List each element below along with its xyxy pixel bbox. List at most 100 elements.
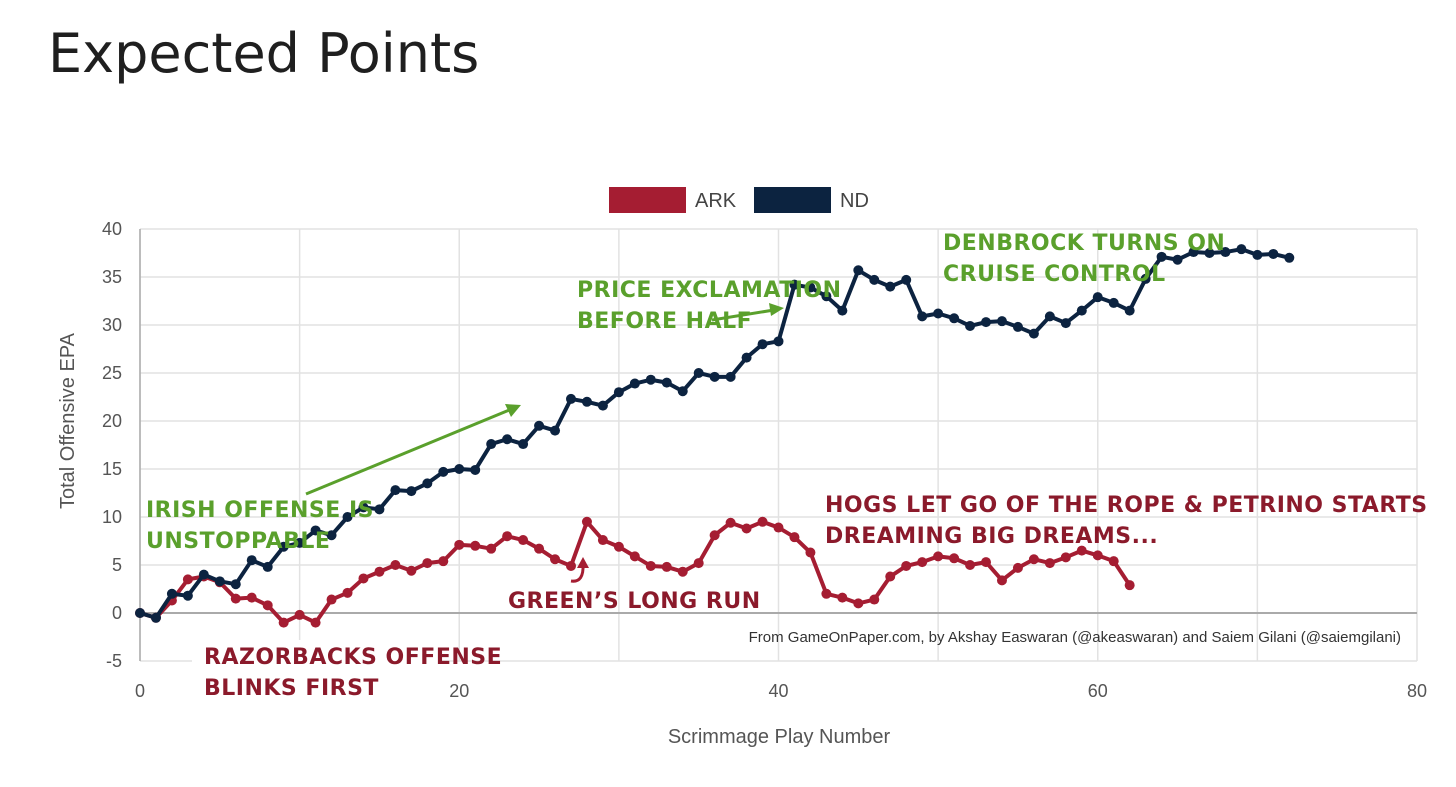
data-point-ark[interactable] [550, 554, 561, 565]
data-point-nd[interactable] [725, 371, 736, 382]
data-point-ark[interactable] [789, 532, 800, 543]
data-point-ark[interactable] [565, 560, 576, 571]
data-point-ark[interactable] [1012, 562, 1023, 573]
data-point-nd[interactable] [709, 371, 720, 382]
data-point-nd[interactable] [805, 282, 816, 293]
data-point-ark[interactable] [853, 598, 864, 609]
data-point-ark[interactable] [629, 551, 640, 562]
data-point-nd[interactable] [901, 274, 912, 285]
data-point-ark[interactable] [1092, 550, 1103, 561]
data-point-nd[interactable] [438, 466, 449, 477]
data-point-nd[interactable] [1156, 251, 1167, 262]
data-point-ark[interactable] [310, 617, 321, 628]
data-point-ark[interactable] [965, 560, 976, 570]
data-point-ark[interactable] [1076, 545, 1087, 556]
data-point-nd[interactable] [661, 377, 672, 388]
data-point-nd[interactable] [581, 396, 592, 407]
data-point-ark[interactable] [358, 573, 369, 584]
legend-label-ark[interactable]: ARK [695, 190, 737, 212]
data-point-nd[interactable] [565, 393, 576, 404]
data-point-nd[interactable] [629, 378, 640, 389]
data-point-nd[interactable] [1284, 252, 1295, 263]
data-point-ark[interactable] [1108, 556, 1119, 567]
data-point-nd[interactable] [246, 555, 257, 566]
data-point-ark[interactable] [454, 539, 465, 550]
data-point-ark[interactable] [597, 535, 608, 546]
data-point-nd[interactable] [166, 588, 177, 599]
data-point-ark[interactable] [262, 600, 273, 611]
data-point-nd[interactable] [933, 308, 944, 319]
data-point-ark[interactable] [677, 566, 688, 577]
data-point-nd[interactable] [1204, 248, 1215, 258]
legend-swatch-nd[interactable] [754, 187, 831, 213]
data-point-nd[interactable] [454, 464, 465, 474]
data-point-nd[interactable] [198, 569, 209, 580]
data-point-nd[interactable] [214, 576, 225, 587]
data-point-ark[interactable] [1028, 554, 1039, 565]
data-point-nd[interactable] [1124, 305, 1135, 316]
data-point-ark[interactable] [757, 516, 768, 527]
data-point-ark[interactable] [230, 593, 241, 604]
data-point-nd[interactable] [1060, 318, 1071, 329]
data-point-nd[interactable] [693, 368, 704, 378]
data-point-nd[interactable] [773, 336, 784, 347]
data-point-nd[interactable] [374, 504, 385, 515]
data-point-nd[interactable] [1012, 321, 1023, 332]
data-point-nd[interactable] [1220, 247, 1231, 258]
data-point-ark[interactable] [837, 592, 848, 603]
legend-swatch-ark[interactable] [609, 187, 686, 213]
data-point-ark[interactable] [502, 531, 513, 542]
data-point-nd[interactable] [262, 561, 273, 572]
data-point-nd[interactable] [645, 374, 656, 385]
data-point-ark[interactable] [949, 553, 960, 564]
data-point-ark[interactable] [374, 566, 385, 577]
data-point-ark[interactable] [1124, 580, 1135, 591]
data-point-ark[interactable] [246, 592, 257, 603]
data-point-ark[interactable] [869, 594, 880, 605]
data-point-ark[interactable] [741, 523, 752, 534]
data-point-ark[interactable] [709, 530, 720, 541]
data-point-nd[interactable] [1188, 247, 1199, 258]
data-point-nd[interactable] [677, 386, 688, 397]
data-point-nd[interactable] [182, 590, 193, 601]
data-point-nd[interactable] [965, 320, 976, 331]
data-point-ark[interactable] [534, 543, 545, 554]
data-point-nd[interactable] [981, 317, 992, 328]
data-point-ark[interactable] [326, 594, 337, 605]
data-point-ark[interactable] [613, 541, 624, 552]
data-point-ark[interactable] [486, 543, 497, 554]
data-point-nd[interactable] [789, 279, 800, 290]
data-point-nd[interactable] [1252, 249, 1263, 260]
data-point-nd[interactable] [821, 291, 832, 302]
data-point-ark[interactable] [1044, 558, 1055, 569]
data-point-nd[interactable] [326, 530, 337, 541]
data-point-nd[interactable] [757, 339, 768, 350]
data-point-nd[interactable] [518, 439, 529, 450]
data-point-ark[interactable] [645, 560, 656, 571]
data-point-ark[interactable] [981, 557, 992, 568]
data-point-nd[interactable] [1076, 305, 1087, 316]
data-point-ark[interactable] [821, 588, 832, 599]
data-point-nd[interactable] [310, 525, 321, 536]
data-point-nd[interactable] [597, 400, 608, 411]
data-point-ark[interactable] [438, 556, 449, 567]
data-point-ark[interactable] [917, 557, 928, 568]
data-point-nd[interactable] [1172, 254, 1183, 265]
data-point-nd[interactable] [1092, 292, 1103, 303]
data-point-ark[interactable] [278, 617, 289, 628]
data-point-nd[interactable] [278, 541, 289, 552]
data-point-nd[interactable] [1108, 297, 1119, 308]
data-point-nd[interactable] [613, 387, 624, 398]
data-point-nd[interactable] [869, 274, 880, 285]
data-point-nd[interactable] [550, 425, 561, 436]
data-point-nd[interactable] [390, 485, 401, 496]
data-point-nd[interactable] [949, 313, 960, 324]
data-point-nd[interactable] [342, 512, 353, 522]
data-point-ark[interactable] [518, 535, 529, 546]
data-point-ark[interactable] [773, 522, 784, 533]
data-point-nd[interactable] [741, 352, 752, 363]
data-point-ark[interactable] [294, 609, 305, 620]
data-point-nd[interactable] [1140, 273, 1151, 284]
data-point-nd[interactable] [1268, 248, 1279, 259]
data-point-ark[interactable] [901, 560, 912, 571]
